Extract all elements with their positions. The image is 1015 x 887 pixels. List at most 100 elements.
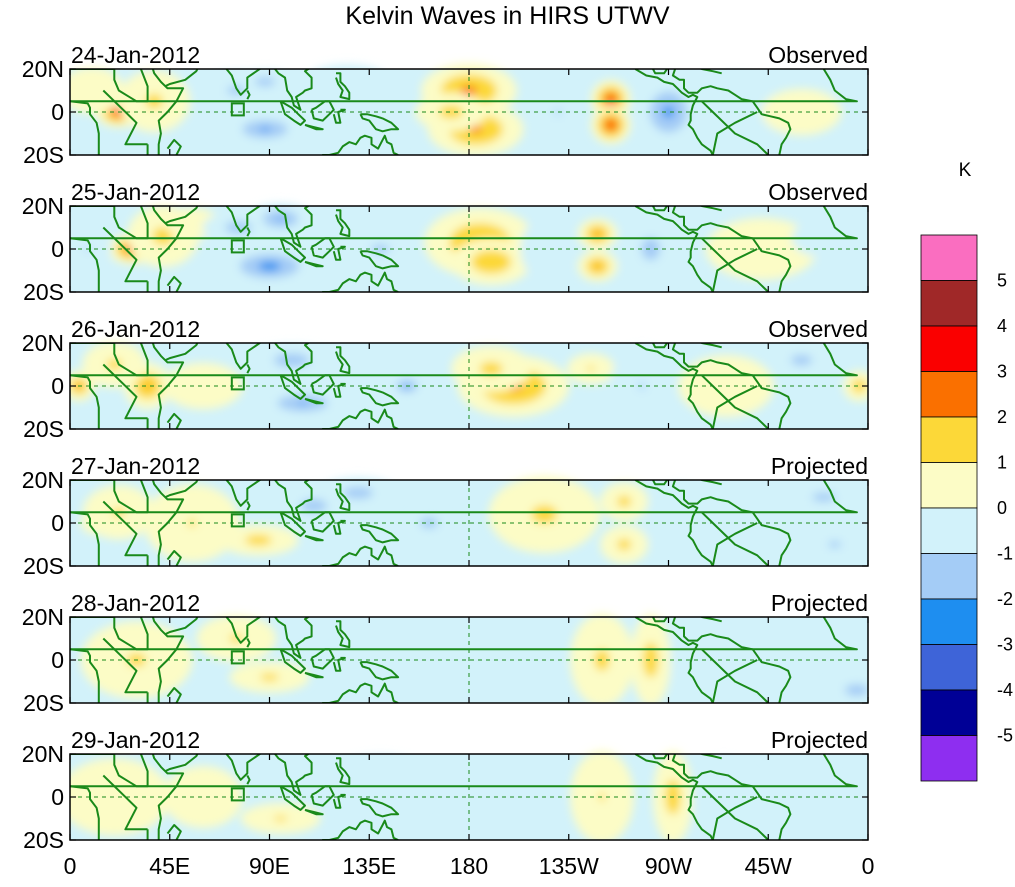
lat-tick-label: 0 xyxy=(51,236,64,262)
coastline xyxy=(225,754,313,796)
coastline xyxy=(634,69,714,155)
coastline xyxy=(652,480,669,486)
coastline xyxy=(70,374,100,429)
colorbar-bin xyxy=(920,735,978,782)
panel-2: 20N 0 20S 25-Jan-2012 Observed xyxy=(22,179,869,305)
colorbar-bin xyxy=(920,325,978,372)
colorbar-label: 1 xyxy=(997,453,1007,473)
lat-tick-label: 20S xyxy=(23,279,64,305)
coastline xyxy=(359,113,400,133)
coastline xyxy=(225,69,313,111)
anomaly-contour xyxy=(663,106,674,118)
coastline xyxy=(70,480,858,514)
lat-tick-label: 20S xyxy=(23,416,64,442)
panel-date: 29-Jan-2012 xyxy=(71,727,200,753)
anomaly-contour xyxy=(607,97,614,102)
coastline xyxy=(671,206,792,292)
coastline xyxy=(225,617,313,659)
coastline xyxy=(310,100,335,122)
anomaly-contour xyxy=(144,383,151,389)
region-box xyxy=(230,513,245,528)
lat-tick-label: 20N xyxy=(22,604,64,630)
chart-title: Kelvin Waves in HIRS UTWV xyxy=(345,2,670,30)
coastlines xyxy=(70,69,858,155)
colorbar-label: -3 xyxy=(997,635,1013,655)
coastline xyxy=(711,659,758,703)
coastline xyxy=(225,480,313,522)
coastline xyxy=(164,206,199,225)
coastline xyxy=(279,374,306,400)
coastline xyxy=(164,480,199,499)
colorbar-label: 5 xyxy=(997,271,1007,291)
coastline xyxy=(321,408,399,429)
lat-tick-label: 20S xyxy=(23,142,64,168)
coastline xyxy=(671,480,792,566)
anomaly-contour xyxy=(479,362,503,376)
lat-tick-label: 0 xyxy=(51,373,64,399)
lon-tick-label: 0 xyxy=(64,853,77,879)
lat-tick-label: 20N xyxy=(22,330,64,356)
coastline xyxy=(359,387,400,407)
coastline xyxy=(335,620,351,649)
lon-tick-label: 0 xyxy=(862,853,875,879)
region-box xyxy=(230,787,245,802)
region-box xyxy=(230,102,245,117)
coastline xyxy=(359,798,400,818)
panel-label: Projected xyxy=(771,590,868,616)
coastline xyxy=(70,648,100,703)
coastline xyxy=(699,480,722,486)
anomaly-contour xyxy=(245,535,272,546)
coastline xyxy=(711,111,758,155)
coastline xyxy=(652,617,669,623)
anomaly-contour xyxy=(152,227,174,245)
coastline xyxy=(321,819,399,840)
coastlines xyxy=(70,617,858,703)
lat-tick-label: 0 xyxy=(51,510,64,536)
coastline xyxy=(164,343,199,362)
coastline xyxy=(304,534,324,542)
anomaly-contour xyxy=(617,495,632,508)
coastline xyxy=(246,227,251,237)
coastline xyxy=(70,343,858,377)
colorbar-label: 3 xyxy=(997,362,1007,382)
lat-tick-label: 0 xyxy=(51,99,64,125)
coastline xyxy=(332,519,346,535)
region-box xyxy=(230,239,245,254)
coastline xyxy=(310,785,335,807)
coastline xyxy=(70,237,100,292)
coastline xyxy=(164,617,199,636)
lat-tick-label: 20N xyxy=(22,56,64,82)
lon-tick-label: 45E xyxy=(149,853,190,879)
coastline xyxy=(166,275,182,292)
coastline xyxy=(699,617,722,623)
coastline xyxy=(634,206,714,292)
coastlines xyxy=(70,206,858,292)
coastline xyxy=(335,346,351,375)
colorbar-label: -2 xyxy=(997,589,1013,609)
coastline xyxy=(321,545,399,566)
coastline xyxy=(304,397,324,405)
anomaly-contour xyxy=(471,250,512,274)
anomaly-contour xyxy=(586,366,595,372)
coastlines xyxy=(70,343,858,429)
coastline xyxy=(711,248,758,292)
coastline xyxy=(701,785,769,840)
panel-date: 25-Jan-2012 xyxy=(71,179,200,205)
coastline xyxy=(246,638,251,648)
coastline xyxy=(332,656,346,672)
anomaly-contour xyxy=(828,541,842,548)
coastline xyxy=(332,793,346,809)
lon-tick-label: 45W xyxy=(745,853,793,879)
coastline xyxy=(701,511,769,566)
coastline xyxy=(332,108,346,124)
anomaly-contour xyxy=(594,264,601,269)
coastline xyxy=(70,617,858,651)
colorbar-label: -4 xyxy=(997,680,1013,700)
anomaly-contour xyxy=(790,355,813,366)
anomaly-contour xyxy=(461,85,477,96)
panel-5: 20N 0 20S 28-Jan-2012 Projected xyxy=(22,590,869,716)
anomaly-contour xyxy=(420,517,438,529)
coastline xyxy=(359,524,400,544)
coastline xyxy=(304,260,324,268)
anomaly-field xyxy=(70,203,856,288)
